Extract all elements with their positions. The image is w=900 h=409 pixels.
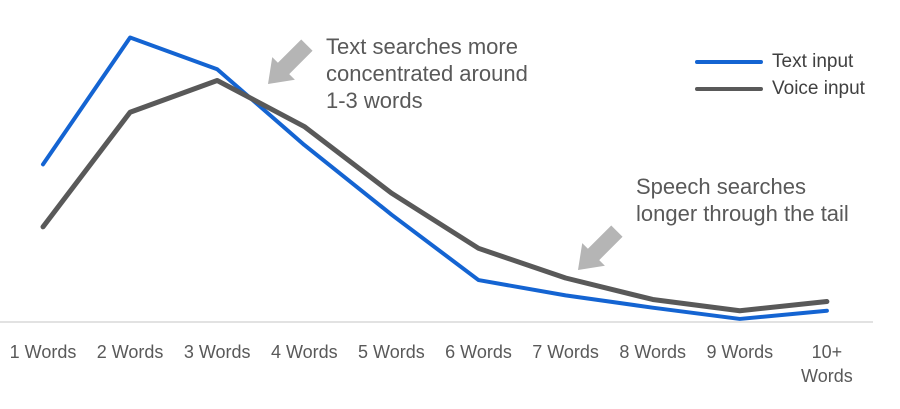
- x-tick-label: 3 Words: [183, 342, 251, 362]
- annotation-arrow-down-left-icon: [268, 39, 313, 84]
- legend-label-text-input: Text input: [772, 50, 854, 72]
- annotation-speech-searches: Speech searches longer through the tail: [636, 174, 849, 226]
- x-tick-label: 10+ Words: [801, 342, 853, 386]
- legend-item-voice-input: Voice input: [695, 75, 865, 102]
- annotation-arrow-down-left-icon: [578, 225, 623, 270]
- x-tick-label: 6 Words: [445, 342, 512, 362]
- voice-input-line-swatch-icon: [695, 86, 763, 91]
- legend-label-voice-input: Voice input: [772, 77, 865, 99]
- x-tick-label: 5 Words: [358, 342, 425, 362]
- annotation-text-searches: Text searches more concentrated around 1…: [326, 34, 528, 113]
- x-tick-label: 2 Words: [96, 342, 164, 362]
- text-input-line: [41, 35, 829, 321]
- x-tick-label: 1 Words: [9, 342, 77, 362]
- legend-item-text-input: Text input: [695, 48, 865, 75]
- voice-input-line: [40, 77, 830, 314]
- x-tick-label: 8 Words: [619, 342, 687, 362]
- text-input-line-swatch-icon: [695, 59, 763, 64]
- legend: Text input Voice input: [695, 48, 865, 102]
- x-tick-label: 7 Words: [532, 342, 599, 362]
- x-tick-label: 9 Words: [706, 342, 774, 362]
- x-axis-labels: 1 Words 2 Words 3 Words 4 Words 5 Words 6 Wor…: [0, 340, 900, 400]
- x-tick-label: 4 Words: [270, 342, 338, 362]
